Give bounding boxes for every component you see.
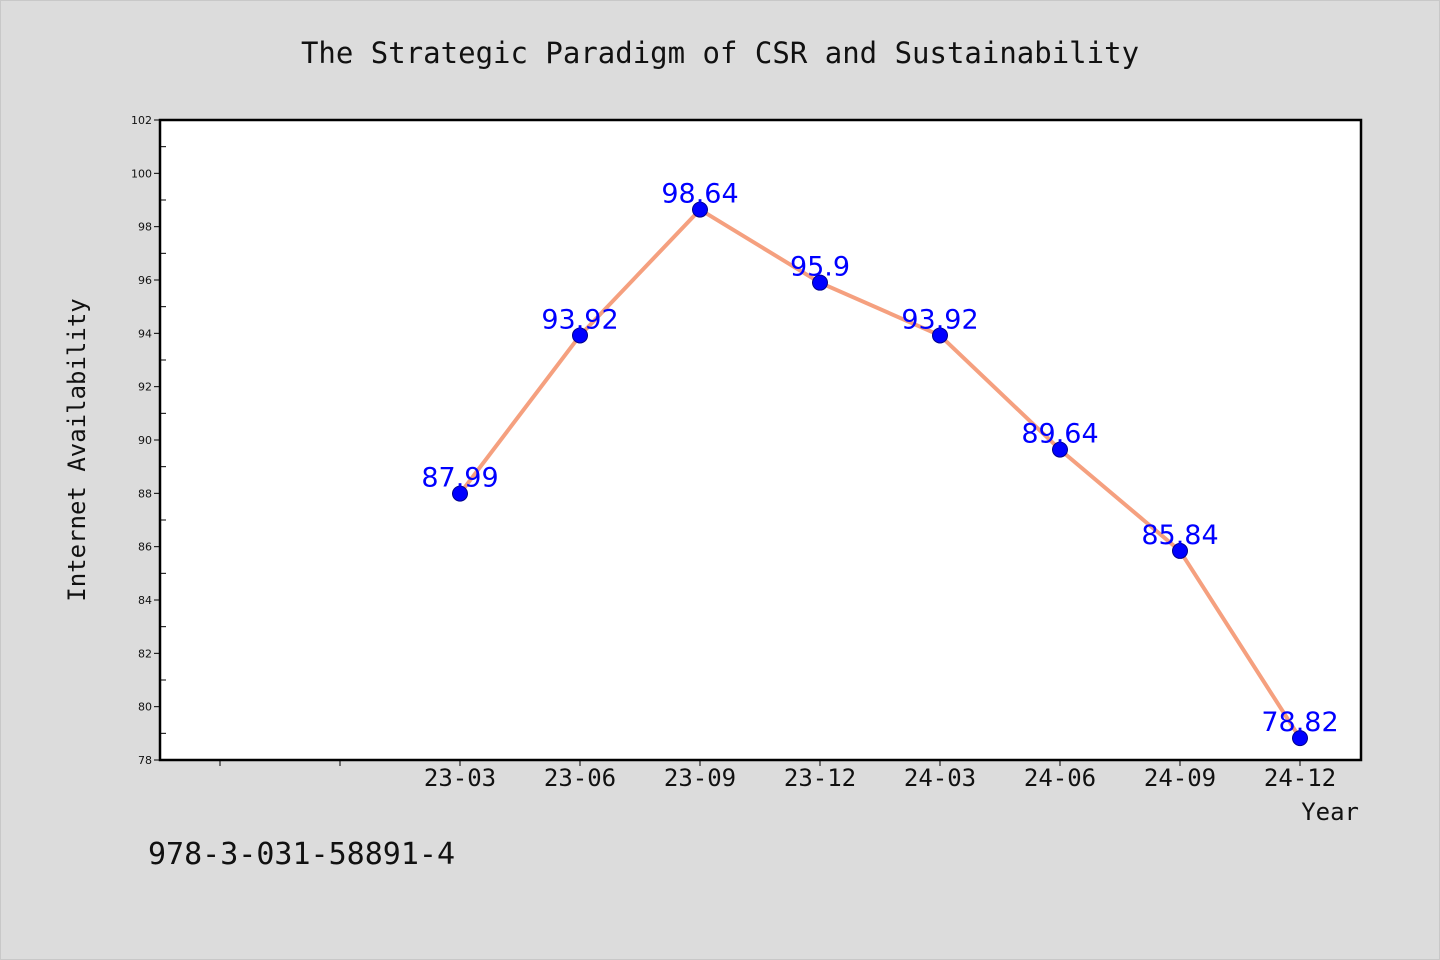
y-tick-label: 100 [131, 167, 152, 180]
y-tick-label: 92 [138, 381, 152, 394]
x-tick-label: 24-12 [1264, 764, 1336, 792]
x-tick-label: 23-12 [784, 764, 856, 792]
data-point [932, 327, 948, 344]
y-tick-label: 102 [131, 114, 152, 127]
data-point [1292, 730, 1308, 747]
data-label: 98.64 [661, 179, 738, 210]
x-tick-label: 24-06 [1024, 764, 1096, 792]
data-label: 85.84 [1141, 520, 1218, 551]
y-tick-label: 96 [138, 274, 152, 287]
y-tick-label: 78 [138, 754, 152, 767]
y-tick-label: 86 [138, 541, 152, 554]
y-tick-label: 82 [138, 647, 152, 660]
series-line [458, 207, 1302, 740]
data-label: 78.82 [1261, 707, 1338, 738]
data-label: 95.9 [790, 252, 850, 283]
x-tick-label: 24-09 [1144, 764, 1216, 792]
series-line-layer: 87.99 93.92 98.64 95.9 93.92 89.64 85.84 78.82 [421, 179, 1339, 747]
y-axis-label: Internet Availability [63, 298, 91, 601]
y-tick-label: 90 [138, 434, 152, 447]
tick-marks: 78 80 82 84 86 88 90 92 94 96 98 100 102 23-03 23-06 23… [131, 114, 1336, 792]
plot-frame [158, 118, 1363, 762]
data-point [452, 485, 468, 502]
data-point [1172, 542, 1188, 559]
x-tick-label: 24-03 [904, 764, 976, 792]
data-point [692, 201, 708, 218]
y-tick-label: 94 [138, 327, 152, 340]
data-label: 89.64 [1021, 419, 1098, 450]
data-label: 87.99 [421, 463, 498, 494]
data-label: 93.92 [541, 304, 618, 335]
chart-title: The Strategic Paradigm of CSR and Sustai… [301, 36, 1139, 70]
x-tick-label: 23-06 [544, 764, 616, 792]
plot-area [160, 120, 1361, 760]
x-tick-label: 23-03 [424, 764, 496, 792]
y-tick-label: 80 [138, 701, 152, 714]
data-label: 93.92 [901, 304, 978, 335]
data-point [572, 327, 588, 344]
y-tick-label: 98 [138, 221, 152, 234]
x-tick-label: 23-09 [664, 764, 736, 792]
x-axis-label: Year [1301, 798, 1359, 826]
data-point [1052, 441, 1068, 458]
y-tick-label: 84 [138, 594, 152, 607]
data-point [812, 274, 828, 291]
isbn-footer: 978-3-031-58891-4 [148, 837, 455, 872]
y-tick-label: 88 [138, 487, 152, 500]
